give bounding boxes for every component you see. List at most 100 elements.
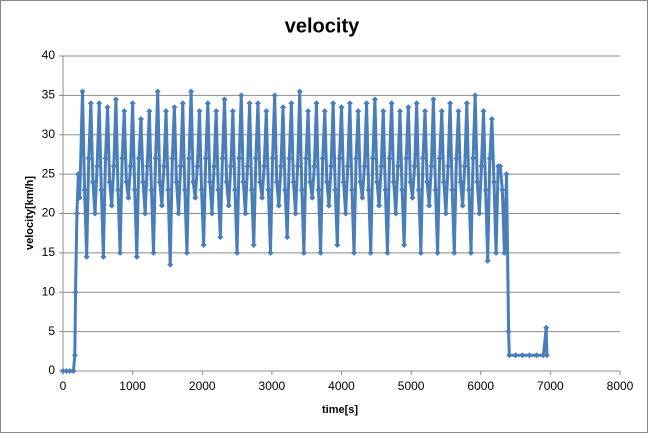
marker: [160, 163, 167, 170]
marker: [430, 96, 437, 103]
marker: [267, 249, 274, 256]
marker: [208, 210, 215, 217]
marker: [227, 163, 234, 170]
marker: [338, 104, 345, 111]
marker: [386, 155, 393, 162]
marker: [315, 186, 322, 193]
marker: [200, 242, 207, 248]
marker: [361, 163, 368, 170]
marker: [263, 108, 270, 115]
marker: [60, 368, 66, 374]
marker: [457, 179, 464, 185]
marker: [282, 186, 289, 193]
marker: [294, 163, 301, 170]
marker: [211, 163, 218, 170]
marker: [144, 163, 151, 170]
marker: [76, 194, 83, 201]
marker: [298, 186, 305, 193]
marker: [543, 352, 550, 359]
marker: [261, 163, 268, 170]
marker: [179, 100, 186, 107]
marker: [328, 163, 335, 170]
marker: [290, 179, 297, 185]
marker: [348, 186, 355, 193]
marker: [411, 163, 418, 170]
marker: [286, 155, 293, 162]
y-tick-label: 30: [42, 127, 56, 141]
marker: [305, 108, 312, 115]
marker: [480, 108, 487, 115]
marker: [388, 100, 395, 107]
marker: [190, 179, 197, 185]
marker: [472, 92, 479, 99]
marker: [246, 100, 253, 107]
marker: [417, 249, 424, 256]
marker: [280, 104, 287, 111]
marker: [384, 249, 391, 256]
marker: [119, 155, 126, 162]
marker: [188, 88, 195, 95]
marker: [307, 179, 314, 185]
marker: [424, 179, 431, 185]
marker: [125, 194, 132, 201]
marker: [334, 242, 341, 248]
marker: [342, 210, 349, 217]
marker: [181, 186, 188, 193]
marker: [302, 155, 309, 162]
x-tick-label: 4000: [328, 379, 355, 393]
marker: [89, 179, 96, 185]
marker: [533, 352, 540, 359]
marker: [169, 155, 176, 162]
marker: [115, 186, 122, 193]
marker: [81, 186, 88, 193]
marker: [204, 100, 211, 107]
marker: [300, 249, 307, 256]
marker: [131, 186, 138, 193]
marker: [231, 186, 238, 193]
marker: [394, 163, 401, 170]
marker: [378, 163, 385, 170]
marker: [317, 249, 324, 256]
marker: [63, 368, 70, 374]
marker: [137, 116, 144, 122]
marker: [463, 100, 470, 107]
marker: [407, 179, 414, 185]
marker: [340, 179, 347, 185]
marker: [501, 249, 508, 256]
marker: [474, 179, 481, 185]
marker: [152, 155, 159, 162]
marker: [486, 155, 493, 162]
marker: [451, 249, 458, 256]
marker: [468, 249, 475, 256]
marker: [415, 186, 422, 193]
marker: [217, 234, 224, 241]
marker: [351, 249, 358, 256]
marker: [102, 155, 109, 162]
marker: [273, 179, 280, 185]
marker: [447, 100, 454, 107]
marker: [499, 186, 506, 193]
marker: [244, 163, 251, 170]
marker: [225, 202, 232, 209]
marker: [390, 179, 397, 185]
marker: [346, 100, 353, 107]
marker: [332, 186, 339, 193]
marker: [380, 108, 387, 115]
marker: [70, 368, 77, 374]
marker: [309, 194, 316, 201]
marker: [319, 155, 326, 162]
marker: [399, 186, 406, 193]
marker: [519, 352, 526, 359]
marker: [313, 100, 320, 107]
marker: [108, 202, 115, 209]
marker: [503, 171, 510, 178]
marker: [512, 352, 519, 359]
y-tick-label: 0: [48, 363, 55, 377]
marker: [284, 234, 291, 241]
marker: [359, 194, 366, 201]
marker: [376, 202, 383, 209]
y-axis-label: velocity[km/h]: [24, 176, 36, 250]
marker: [357, 179, 364, 185]
marker: [269, 155, 276, 162]
marker: [277, 163, 284, 170]
